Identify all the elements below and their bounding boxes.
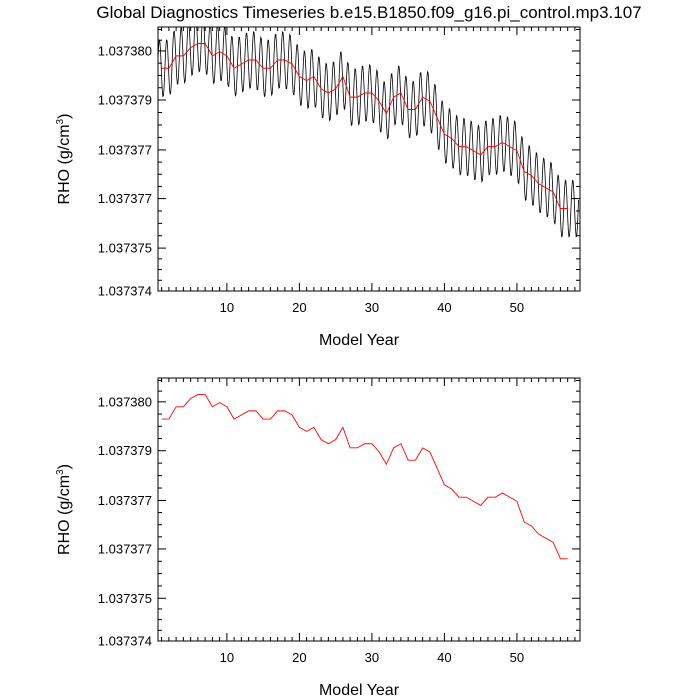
y-tick-label: 1.037379: [98, 93, 152, 108]
y-tick-label: 1.037380: [98, 43, 152, 58]
x-tick-label: 20: [292, 300, 306, 315]
series-line-annual: [161, 43, 568, 209]
x-tick-label: 10: [220, 300, 234, 315]
y-axis-label: RHO (g/cm3): [55, 464, 73, 555]
timeseries-panel-bottom: 10 20 30 40 50 1.037374 1.037375 1.037377 1.0373…: [55, 377, 581, 699]
y-tick-label: 1.037377: [98, 142, 152, 157]
x-tick-label: 50: [510, 650, 524, 665]
y-tick-label: 1.037377: [98, 191, 152, 206]
y-tick-label: 1.037380: [98, 394, 152, 409]
y-tick-label: 1.037375: [98, 591, 152, 606]
x-axis-label: Model Year: [319, 682, 400, 699]
plot-frame: [157, 26, 581, 292]
x-axis-label: Model Year: [319, 332, 400, 349]
y-tick-label: 1.037377: [98, 541, 152, 556]
y-tick-label: 1.037374: [98, 634, 152, 649]
y-tick-label: 1.037374: [98, 284, 152, 299]
x-tick-label: 40: [437, 650, 451, 665]
x-tick-label: 10: [220, 650, 234, 665]
x-tick-label: 30: [365, 650, 379, 665]
x-tick-label: 50: [510, 300, 524, 315]
x-tick-label: 20: [292, 650, 306, 665]
timeseries-panel-top: 10 20 30 40 50 1.037374 1.037375 1.037377 1.0373…: [55, 26, 581, 349]
y-tick-label: 1.037375: [98, 241, 152, 256]
y-tick-label: 1.037379: [98, 443, 152, 458]
chart-title: Global Diagnostics Timeseries b.e15.B185…: [96, 3, 641, 22]
plot-frame: [157, 377, 581, 642]
x-tick-label: 40: [437, 300, 451, 315]
series-line-annual: [161, 393, 568, 560]
x-tick-label: 30: [365, 300, 379, 315]
y-axis-label: RHO (g/cm3): [55, 114, 73, 205]
y-tick-label: 1.037377: [98, 493, 152, 508]
series-line-monthly: [158, 27, 579, 238]
